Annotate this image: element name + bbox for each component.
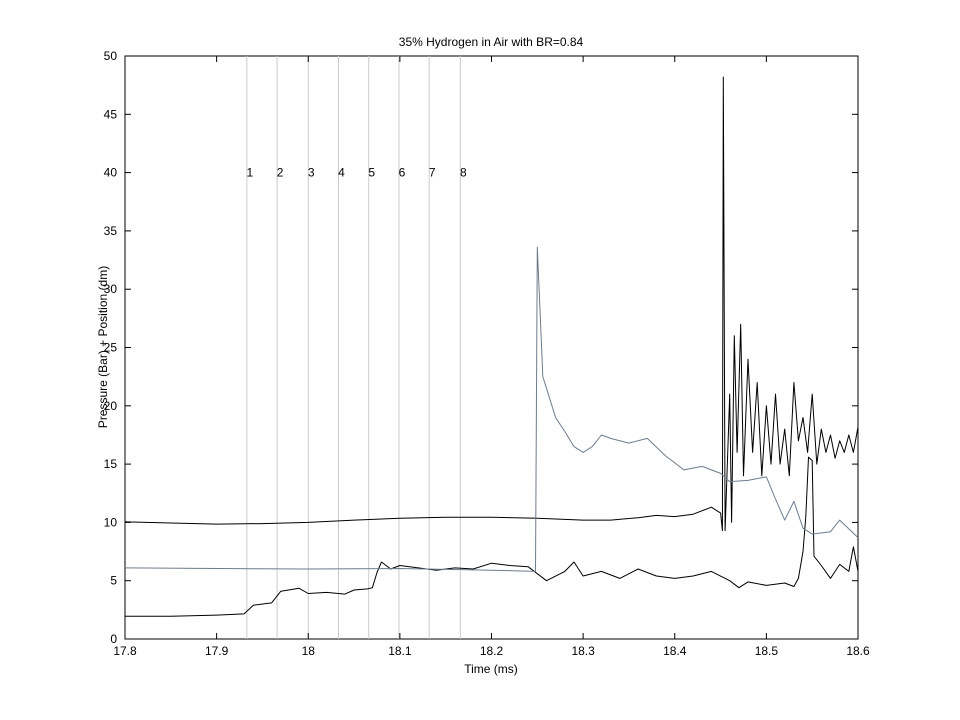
x-tick-label: 18.1 <box>388 644 412 658</box>
station-marker-label: 4 <box>338 166 345 180</box>
y-tick-label: 50 <box>104 49 118 63</box>
x-tick-label: 18.3 <box>571 644 595 658</box>
station-marker-label: 5 <box>368 166 375 180</box>
y-tick-label: 20 <box>104 399 118 413</box>
y-tick-label: 25 <box>104 341 118 355</box>
station-marker-lines <box>246 56 461 639</box>
station-marker-label: 7 <box>429 166 436 180</box>
x-tick-label: 18.6 <box>846 644 870 658</box>
series-line-1 <box>124 76 859 532</box>
x-tick-label: 17.8 <box>113 644 137 658</box>
chart-title: 35% Hydrogen in Air with BR=0.84 <box>399 35 584 49</box>
plot-area-frame <box>124 55 859 640</box>
y-tick-label: 40 <box>104 166 118 180</box>
y-tick-label: 30 <box>104 282 118 296</box>
x-axis-ticks: 17.8 17.9 18 18.1 18.2 18.3 18.4 18.5 18.6 <box>113 56 870 658</box>
x-tick-label: 18.5 <box>755 644 779 658</box>
y-tick-label: 45 <box>104 107 118 121</box>
station-marker-label: 2 <box>277 166 284 180</box>
y-tick-label: 10 <box>104 515 118 529</box>
y-axis-label: Pressure (Bar) + Position (dm) <box>96 266 110 428</box>
x-tick-label: 17.9 <box>205 644 229 658</box>
series-lines <box>124 76 859 617</box>
series-line-3 <box>124 246 859 572</box>
y-tick-label: 5 <box>110 574 117 588</box>
x-axis-label: Time (ms) <box>464 662 518 676</box>
x-tick-label: 18.2 <box>480 644 504 658</box>
x-tick-label: 18 <box>302 644 316 658</box>
series-line-2 <box>125 456 859 617</box>
station-marker-labels: 1 2 3 4 5 6 7 8 <box>247 166 467 180</box>
y-tick-label: 15 <box>104 457 118 471</box>
y-tick-label: 35 <box>104 224 118 238</box>
station-marker-label: 3 <box>308 166 315 180</box>
station-marker-label: 1 <box>247 166 254 180</box>
station-marker-label: 8 <box>460 166 467 180</box>
x-tick-label: 18.4 <box>663 644 687 658</box>
y-tick-label: 0 <box>110 632 117 646</box>
station-marker-label: 6 <box>399 166 406 180</box>
